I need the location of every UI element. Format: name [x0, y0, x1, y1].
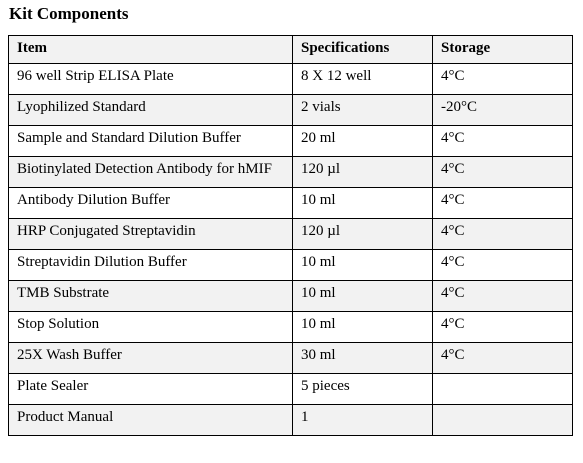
table-cell: TMB Substrate [8, 280, 293, 312]
table-cell: 10 ml [292, 187, 433, 219]
table-cell: 4°C [432, 311, 573, 343]
table-cell: -20°C [432, 94, 573, 126]
table-cell: 4°C [432, 342, 573, 374]
table-row: TMB Substrate 10 ml 4°C [8, 280, 573, 312]
table-cell: 4°C [432, 156, 573, 188]
header-cell: Item [8, 35, 293, 64]
table-row: Sample and Standard Dilution Buffer 20 ml… [8, 125, 573, 157]
table-cell: 20 ml [292, 125, 433, 157]
table-cell: 4°C [432, 280, 573, 312]
table-cell: 30 ml [292, 342, 433, 374]
header-cell: Specifications [292, 35, 433, 64]
table-cell: Lyophilized Standard [8, 94, 293, 126]
title: Kit Components [9, 4, 129, 23]
table-cell: 5 pieces [292, 373, 433, 405]
header-row: Item Specifications Storage [8, 35, 573, 64]
table-row: Biotinylated Detection Antibody for hMIF… [8, 156, 573, 188]
table-cell: Antibody Dilution Buffer [8, 187, 293, 219]
table-cell: Biotinylated Detection Antibody for hMIF [8, 156, 293, 188]
table-cell: 4°C [432, 187, 573, 219]
table-row: 96 well Strip ELISA Plate 8 X 12 well 4°C [8, 63, 573, 95]
table-cell: 4°C [432, 125, 573, 157]
table-cell: 25X Wash Buffer [8, 342, 293, 374]
table-cell: 96 well Strip ELISA Plate [8, 63, 293, 95]
table-row: HRP Conjugated Streptavidin 120 µl 4°C [8, 218, 573, 250]
table-cell: Stop Solution [8, 311, 293, 343]
components-table: Item Specifications Storage 96 well Strip … [8, 35, 573, 436]
table-cell: 10 ml [292, 311, 433, 343]
table-cell: 120 µl [292, 156, 433, 188]
table-cell: 2 vials [292, 94, 433, 126]
table-cell: HRP Conjugated Streptavidin [8, 218, 293, 250]
table-cell: Streptavidin Dilution Buffer [8, 249, 293, 281]
table-row: Lyophilized Standard 2 vials -20°C [8, 94, 573, 126]
table-cell [432, 404, 573, 436]
table-cell: Plate Sealer [8, 373, 293, 405]
table-cell: 120 µl [292, 218, 433, 250]
table-cell: 1 [292, 404, 433, 436]
table-cell: 4°C [432, 63, 573, 95]
table-cell: Sample and Standard Dilution Buffer [8, 125, 293, 157]
table-row: Antibody Dilution Buffer 10 ml 4°C [8, 187, 573, 219]
table-row: Streptavidin Dilution Buffer 10 ml 4°C [8, 249, 573, 281]
header-cell: Storage [432, 35, 573, 64]
table-row: Stop Solution 10 ml 4°C [8, 311, 573, 343]
table-cell: 4°C [432, 249, 573, 281]
table-row: 25X Wash Buffer 30 ml 4°C [8, 342, 573, 374]
table-row: Product Manual 1 [8, 404, 573, 436]
table-cell: 4°C [432, 218, 573, 250]
table-cell: Product Manual [8, 404, 293, 436]
table-cell [432, 373, 573, 405]
table-cell: 10 ml [292, 249, 433, 281]
table-cell: 10 ml [292, 280, 433, 312]
table-cell: 8 X 12 well [292, 63, 433, 95]
table-row: Plate Sealer 5 pieces [8, 373, 573, 405]
